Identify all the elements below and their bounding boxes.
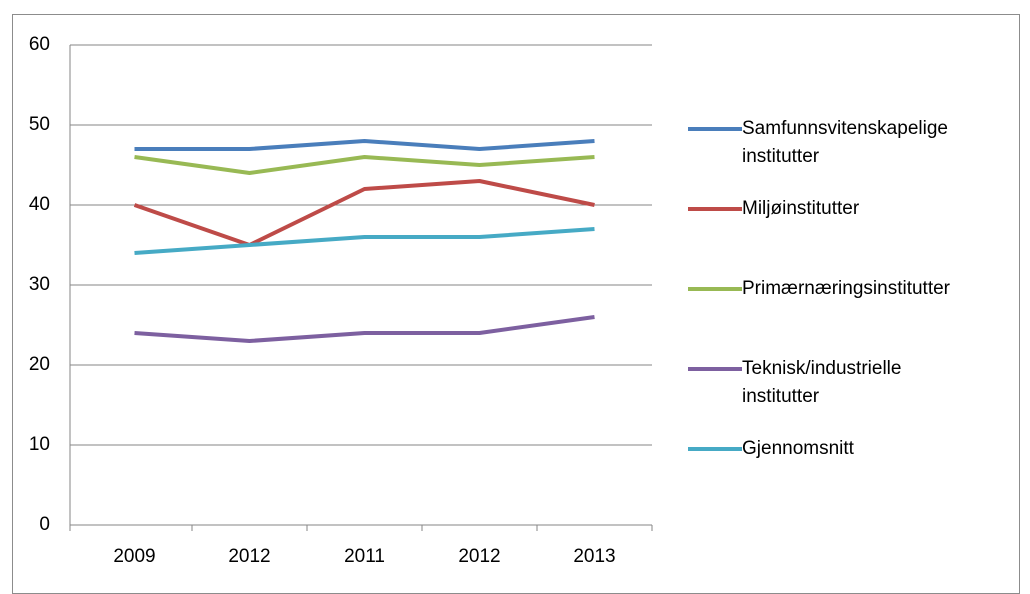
legend-label: Teknisk/industrielle institutter — [742, 358, 902, 407]
x-tick-label: 2013 — [573, 546, 615, 567]
y-tick-label: 40 — [29, 194, 50, 215]
legend-swatch — [688, 207, 742, 211]
x-tick-label: 2009 — [113, 546, 155, 567]
legend-item: Samfunnsvitenskapelige institutter — [688, 115, 978, 171]
x-tick-label: 2012 — [228, 546, 270, 567]
series-line — [133, 179, 595, 247]
y-tick-label: 0 — [39, 514, 50, 535]
legend-swatch — [688, 447, 742, 451]
legend-item: Gjennomsnitt — [688, 435, 978, 463]
y-tick-label: 10 — [29, 434, 50, 455]
legend-item: Teknisk/industrielle institutter — [688, 355, 978, 411]
legend-label: Gjennomsnitt — [742, 438, 854, 459]
series-line — [134, 139, 595, 151]
y-tick-label: 60 — [29, 34, 50, 55]
legend-item: Miljøinstitutter — [688, 195, 978, 223]
legend-label: Samfunnsvitenskapelige institutter — [742, 118, 948, 167]
legend-swatch — [688, 287, 742, 291]
x-tick-label: 2011 — [344, 546, 385, 567]
series-line — [134, 315, 595, 343]
y-tick-label: 50 — [29, 114, 50, 135]
x-tick-label: 2012 — [458, 546, 500, 567]
series-line — [134, 227, 595, 255]
legend-label: Primærnæringsinstitutter — [742, 278, 950, 299]
legend-swatch — [688, 367, 742, 371]
series-line — [134, 155, 595, 175]
y-tick-label: 20 — [29, 354, 50, 375]
legend-item: Primærnæringsinstitutter — [688, 275, 978, 303]
legend-label: Miljøinstitutter — [742, 198, 860, 219]
legend-swatch — [688, 127, 742, 131]
y-tick-label: 30 — [29, 274, 50, 295]
